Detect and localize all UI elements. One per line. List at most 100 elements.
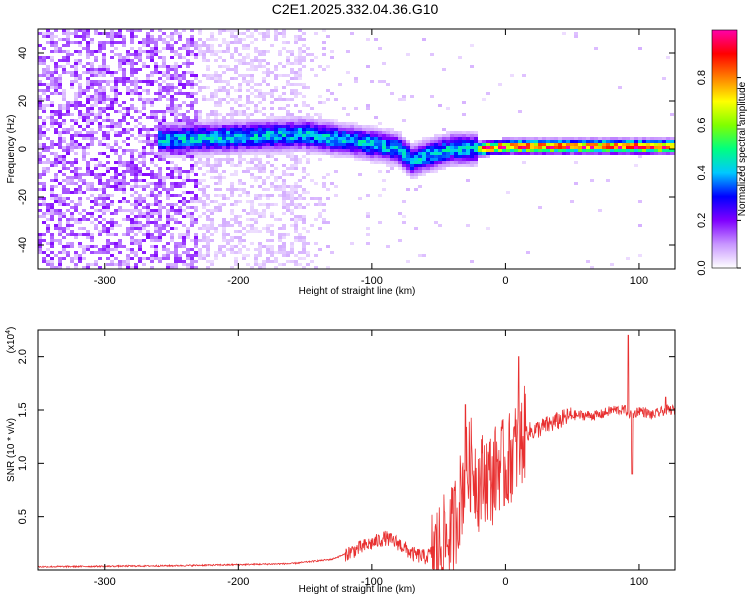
spectrogram-cell xyxy=(186,83,190,86)
spectrogram-cell xyxy=(230,77,234,80)
spectrogram-cell xyxy=(170,149,174,152)
spectrogram-cell xyxy=(174,143,178,146)
spectrogram-cell xyxy=(298,62,302,65)
spectrogram-cell xyxy=(318,227,322,230)
spectrogram-cell xyxy=(226,131,230,134)
spectrogram-cell xyxy=(314,125,318,128)
spectrogram-cell xyxy=(178,209,182,212)
spectrogram-cell xyxy=(98,47,102,50)
spectrogram-cell xyxy=(302,248,306,251)
spectrogram-cell xyxy=(158,155,162,158)
spectrogram-cell xyxy=(270,230,274,233)
spectrogram-cell xyxy=(162,248,166,251)
spectrogram-cell xyxy=(270,128,274,131)
spectrogram-cell xyxy=(306,242,310,245)
spectrogram-cell xyxy=(246,134,250,137)
spectrogram-cell xyxy=(638,254,642,257)
spectrogram-cell xyxy=(98,203,102,206)
spectrogram-cell xyxy=(282,152,286,155)
spectrogram-cell xyxy=(102,92,106,95)
spectrogram-cell xyxy=(106,227,110,230)
spectrogram-cell xyxy=(46,206,50,209)
spectrogram-cell xyxy=(78,191,82,194)
spectrogram-cell xyxy=(394,143,398,146)
spectrogram-cell xyxy=(142,164,146,167)
spectrogram-cell xyxy=(586,143,590,146)
spectrogram-cell xyxy=(238,251,242,254)
spectrogram-cell xyxy=(586,260,590,263)
spectrogram-cell xyxy=(290,92,294,95)
spectrogram-cell xyxy=(366,125,370,128)
spectrogram-cell xyxy=(166,173,170,176)
spectrogram-cell xyxy=(302,188,306,191)
spectrogram-cell xyxy=(262,113,266,116)
spectrogram-cell xyxy=(206,74,210,77)
spectrogram-cell xyxy=(162,59,166,62)
spectrogram-cell xyxy=(106,203,110,206)
spectrogram-cell xyxy=(526,140,530,143)
spectrogram-cell xyxy=(206,158,210,161)
spectrogram-cell xyxy=(390,164,394,167)
spectrogram-cell xyxy=(314,152,318,155)
spectrogram-cell xyxy=(398,98,402,101)
spectrogram-cell xyxy=(166,224,170,227)
spectrogram-cell xyxy=(166,35,170,38)
spectrogram-cell xyxy=(374,140,378,143)
spectrogram-cell xyxy=(286,98,290,101)
spectrogram-cell xyxy=(302,44,306,47)
spectrogram-cell xyxy=(302,236,306,239)
spectrogram-cell xyxy=(570,140,574,143)
spectrogram-cell xyxy=(250,185,254,188)
spectrogram-cell xyxy=(262,209,266,212)
spectrogram-cell xyxy=(202,185,206,188)
spectrogram-cell xyxy=(314,242,318,245)
spectrogram-cell xyxy=(210,263,214,266)
spectrogram-cell xyxy=(158,200,162,203)
spectrogram-cell xyxy=(266,176,270,179)
spectrogram-cell xyxy=(86,83,90,86)
spectrogram-cell xyxy=(146,203,150,206)
spectrogram-cell xyxy=(314,143,318,146)
spectrogram-cell xyxy=(150,203,154,206)
spectrogram-cell xyxy=(174,29,178,32)
spectrogram-cell xyxy=(302,140,306,143)
spectrogram-cell xyxy=(150,215,154,218)
spectrogram-cell xyxy=(98,68,102,71)
spectrogram-cell xyxy=(254,155,258,158)
spectrogram-cell xyxy=(234,149,238,152)
spectrogram-cell xyxy=(262,179,266,182)
spectrogram-cell xyxy=(42,119,46,122)
spectrogram-cell xyxy=(118,77,122,80)
spectrogram-cell xyxy=(178,74,182,77)
spectrogram-cell xyxy=(214,77,218,80)
spectrogram-cell xyxy=(118,179,122,182)
spectrogram-cell xyxy=(298,257,302,260)
spectrogram-cell xyxy=(122,38,126,41)
spectrogram-cell xyxy=(110,119,114,122)
spectrogram-cell xyxy=(382,149,386,152)
spectrogram-cell xyxy=(230,239,234,242)
spectrogram-cell xyxy=(106,137,110,140)
spectrogram-cell xyxy=(486,143,490,146)
spectrogram-cell xyxy=(98,74,102,77)
spectrogram-cell xyxy=(194,242,198,245)
spectrogram-cell xyxy=(154,62,158,65)
spectrogram-cell xyxy=(46,35,50,38)
spectrogram-cell xyxy=(182,158,186,161)
spectrogram-cell xyxy=(174,137,178,140)
spectrogram-cell xyxy=(290,125,294,128)
spectrogram-cell xyxy=(262,50,266,53)
spectrogram-cell xyxy=(250,92,254,95)
spectrogram-cell xyxy=(130,251,134,254)
spectrogram-cell xyxy=(74,233,78,236)
spectrogram-cell xyxy=(294,164,298,167)
spectrogram-cell xyxy=(242,257,246,260)
spectrogram-cell xyxy=(182,140,186,143)
spectrogram-cell xyxy=(582,137,586,140)
spectrogram-cell xyxy=(86,152,90,155)
spectrogram-cell xyxy=(274,149,278,152)
spectrogram-cell xyxy=(66,62,70,65)
spectrogram-cell xyxy=(266,68,270,71)
spectrogram-cell xyxy=(138,185,142,188)
spectrogram-cell xyxy=(354,140,358,143)
